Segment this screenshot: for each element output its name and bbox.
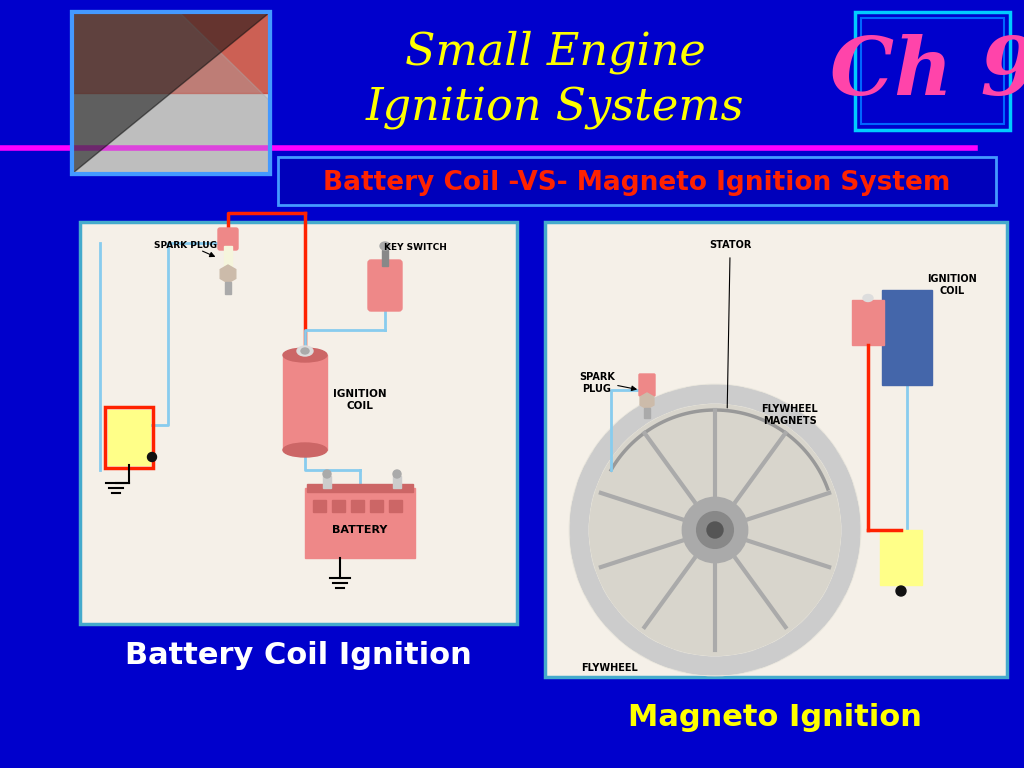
Circle shape bbox=[896, 586, 906, 596]
Text: Ignition Systems: Ignition Systems bbox=[366, 87, 744, 130]
Polygon shape bbox=[810, 571, 852, 626]
Text: Small Engine: Small Engine bbox=[404, 30, 706, 74]
Polygon shape bbox=[785, 409, 836, 460]
Ellipse shape bbox=[297, 346, 313, 356]
Polygon shape bbox=[594, 600, 645, 650]
Circle shape bbox=[570, 385, 860, 675]
Circle shape bbox=[683, 498, 746, 562]
Text: IGNITION
COIL: IGNITION COIL bbox=[333, 389, 387, 411]
Polygon shape bbox=[578, 571, 620, 626]
Polygon shape bbox=[570, 502, 591, 559]
Text: SPARK
PLUG: SPARK PLUG bbox=[579, 372, 615, 394]
Polygon shape bbox=[73, 13, 269, 173]
Bar bbox=[105, 407, 153, 468]
Polygon shape bbox=[618, 625, 675, 667]
Bar bbox=[545, 222, 1007, 677]
Circle shape bbox=[147, 452, 157, 462]
Text: SPARK PLUG: SPARK PLUG bbox=[154, 240, 216, 250]
Polygon shape bbox=[840, 502, 860, 559]
Bar bbox=[283, 355, 327, 450]
Polygon shape bbox=[756, 625, 811, 667]
Text: Magneto Ignition: Magneto Ignition bbox=[628, 703, 922, 733]
Text: Battery Coil -VS- Magneto Ignition System: Battery Coil -VS- Magneto Ignition Syste… bbox=[324, 170, 950, 196]
Polygon shape bbox=[650, 644, 708, 675]
Text: Ch 9: Ch 9 bbox=[829, 35, 1024, 112]
Bar bbox=[80, 222, 517, 624]
Bar bbox=[332, 500, 345, 512]
Bar bbox=[73, 13, 269, 93]
Bar bbox=[393, 476, 401, 488]
Bar bbox=[225, 282, 231, 294]
Circle shape bbox=[590, 405, 840, 655]
Bar bbox=[852, 300, 884, 345]
Polygon shape bbox=[686, 654, 743, 675]
Bar bbox=[861, 18, 1004, 124]
Polygon shape bbox=[73, 13, 269, 173]
Bar bbox=[313, 500, 326, 512]
Ellipse shape bbox=[380, 242, 390, 250]
Polygon shape bbox=[785, 600, 836, 650]
Circle shape bbox=[697, 512, 733, 548]
Bar bbox=[307, 484, 413, 492]
FancyBboxPatch shape bbox=[368, 260, 402, 311]
Bar bbox=[382, 250, 388, 266]
Polygon shape bbox=[570, 465, 601, 522]
FancyBboxPatch shape bbox=[218, 228, 238, 250]
Bar bbox=[389, 500, 402, 512]
Text: Battery Coil Ignition: Battery Coil Ignition bbox=[125, 641, 471, 670]
Polygon shape bbox=[810, 434, 852, 490]
Bar bbox=[370, 500, 383, 512]
Text: STATOR: STATOR bbox=[709, 240, 752, 250]
Polygon shape bbox=[756, 392, 811, 435]
Bar bbox=[305, 488, 415, 558]
Bar bbox=[278, 157, 996, 205]
Ellipse shape bbox=[283, 443, 327, 457]
Bar bbox=[880, 530, 922, 585]
Bar bbox=[882, 290, 932, 385]
Bar bbox=[323, 476, 331, 488]
Polygon shape bbox=[570, 538, 601, 594]
Polygon shape bbox=[686, 385, 743, 406]
Bar bbox=[224, 246, 232, 268]
Text: FLYWHEEL
MAGNETS: FLYWHEEL MAGNETS bbox=[762, 404, 818, 425]
Bar bbox=[73, 13, 269, 173]
Polygon shape bbox=[650, 386, 708, 416]
Bar bbox=[72, 12, 270, 174]
Polygon shape bbox=[828, 465, 860, 522]
Bar bbox=[644, 408, 650, 418]
Text: FLYWHEEL: FLYWHEEL bbox=[582, 663, 638, 673]
Text: KEY SWITCH: KEY SWITCH bbox=[384, 243, 446, 253]
Polygon shape bbox=[618, 392, 675, 435]
Circle shape bbox=[323, 470, 331, 478]
FancyBboxPatch shape bbox=[639, 374, 655, 396]
Bar bbox=[855, 12, 1010, 130]
Polygon shape bbox=[723, 386, 779, 416]
Polygon shape bbox=[594, 409, 645, 460]
Polygon shape bbox=[723, 644, 779, 675]
Circle shape bbox=[393, 470, 401, 478]
Ellipse shape bbox=[283, 348, 327, 362]
Circle shape bbox=[707, 522, 723, 538]
Ellipse shape bbox=[301, 348, 309, 354]
Bar bbox=[351, 500, 364, 512]
Bar bbox=[72, 12, 270, 174]
Text: BATTERY: BATTERY bbox=[333, 525, 388, 535]
Ellipse shape bbox=[863, 294, 873, 302]
Polygon shape bbox=[828, 538, 860, 594]
Bar bbox=[108, 410, 150, 465]
Text: IGNITION
COIL: IGNITION COIL bbox=[927, 274, 977, 296]
Polygon shape bbox=[578, 434, 620, 490]
